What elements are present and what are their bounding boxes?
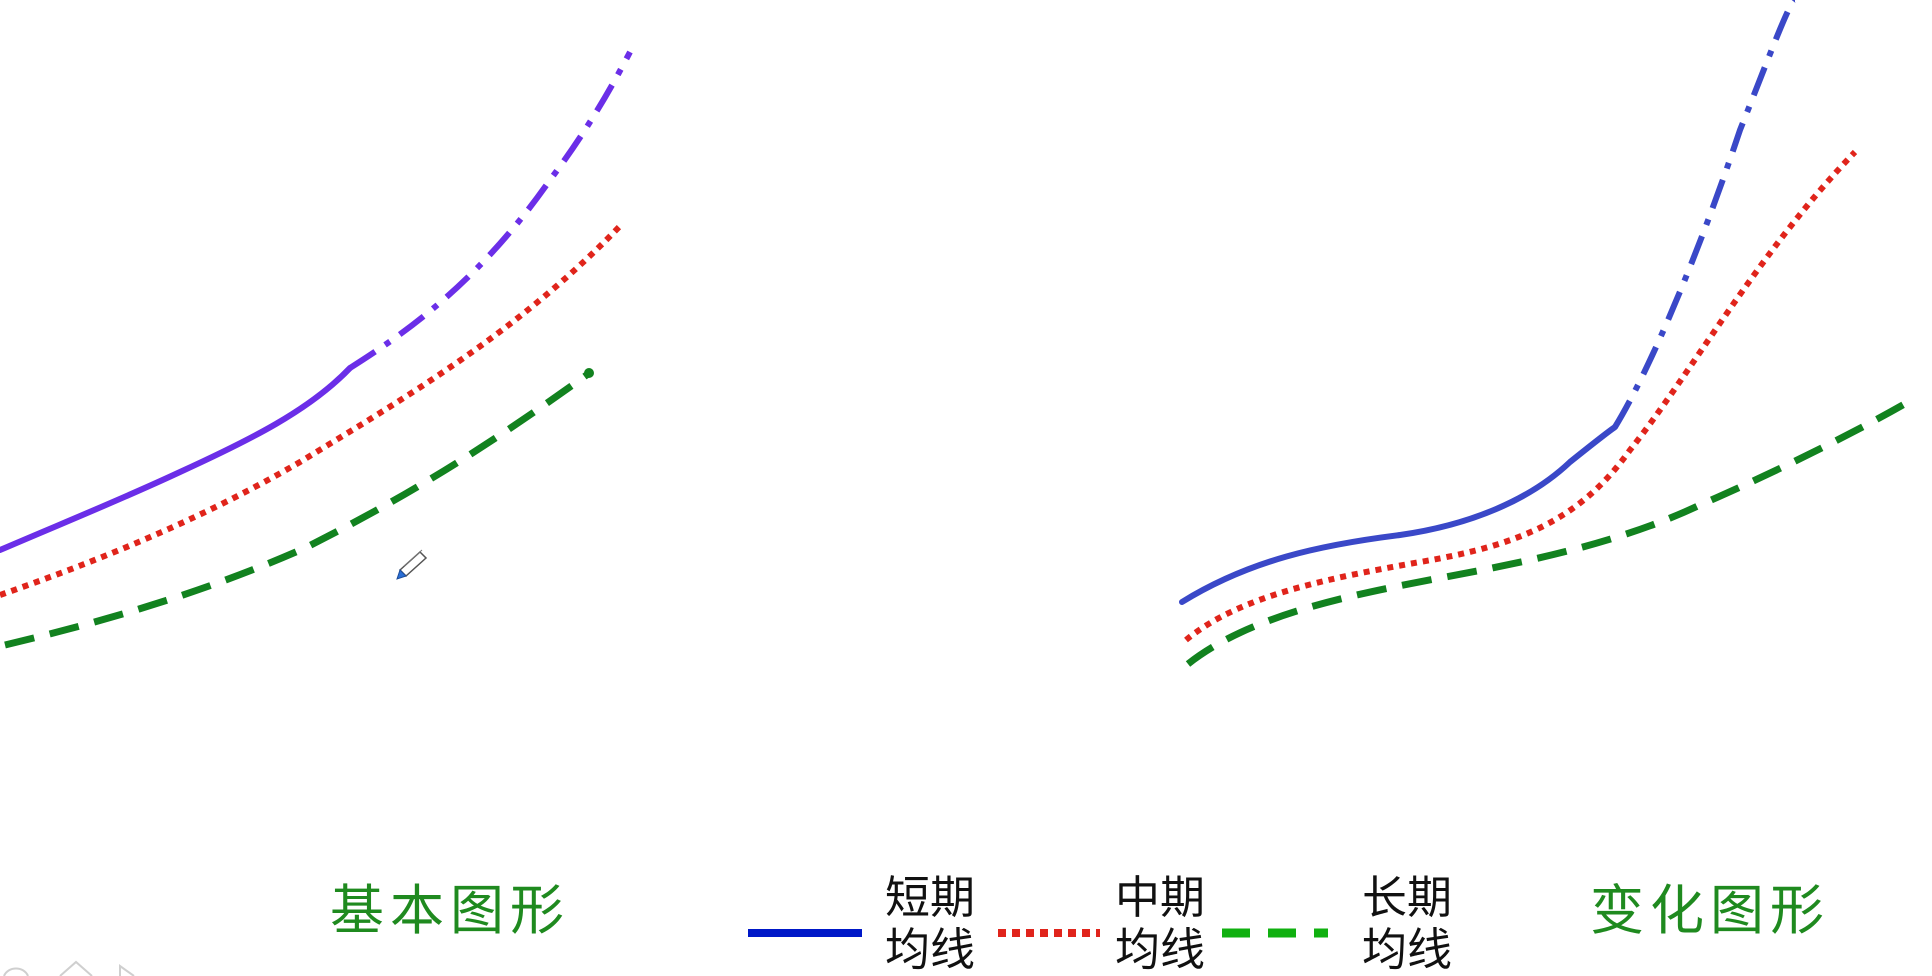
variant-short-ma-projection bbox=[1615, 0, 1795, 427]
basic-short-ma-solid bbox=[0, 368, 350, 550]
basic-long-ma-endpoint bbox=[584, 368, 594, 378]
legend-label-medium-line1: 中期 bbox=[1115, 872, 1205, 924]
pen-cursor-icon bbox=[397, 550, 426, 579]
basic-short-ma-projection bbox=[350, 52, 630, 368]
slide-toolbar-glyphs bbox=[4, 962, 134, 976]
legend-label-long-line2: 均线 bbox=[1362, 924, 1452, 976]
legend-label-short-line1: 短期 bbox=[885, 872, 975, 924]
caption-basic-pattern: 基本图形 bbox=[330, 884, 570, 938]
basic-pattern-group bbox=[0, 52, 630, 645]
caption-variant-pattern: 变化图形 bbox=[1590, 884, 1830, 938]
legend-label-medium-line2: 均线 bbox=[1115, 924, 1205, 976]
legend-label-short: 短期 均线 bbox=[885, 872, 975, 976]
legend-label-medium: 中期 均线 bbox=[1115, 872, 1205, 976]
legend-label-long-line1: 长期 bbox=[1362, 872, 1452, 924]
basic-medium-ma bbox=[0, 226, 620, 595]
legend-label-long: 长期 均线 bbox=[1362, 872, 1452, 976]
legend-label-short-line2: 均线 bbox=[885, 924, 975, 976]
variant-pattern-group bbox=[1182, 0, 1915, 664]
variant-long-ma bbox=[1188, 398, 1915, 664]
variant-short-ma-solid bbox=[1182, 427, 1615, 602]
variant-medium-ma bbox=[1186, 152, 1855, 640]
